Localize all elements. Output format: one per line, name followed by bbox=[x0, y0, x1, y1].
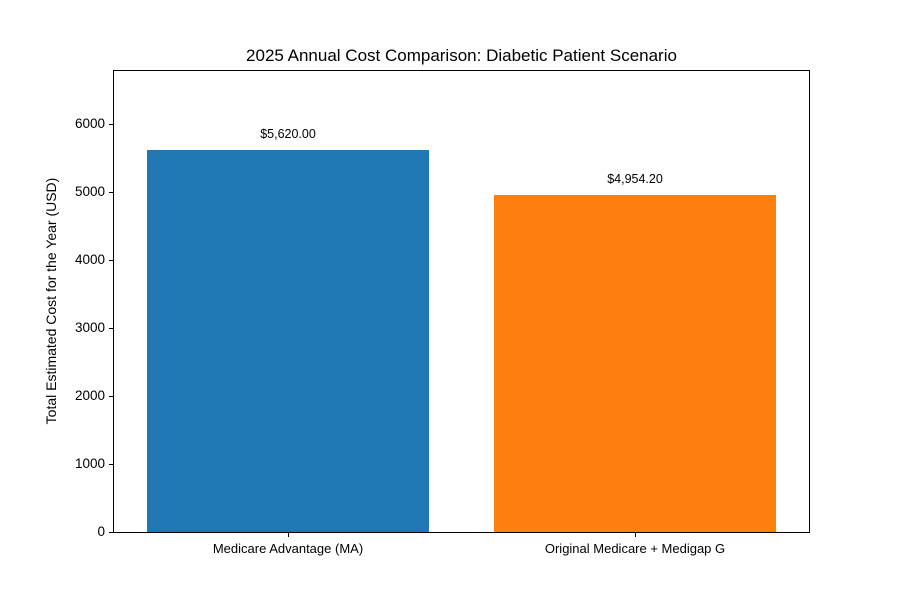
y-tick-mark bbox=[109, 532, 114, 533]
y-tick-mark bbox=[109, 260, 114, 261]
y-tick-mark bbox=[109, 192, 114, 193]
x-tick-label: Original Medicare + Medigap G bbox=[544, 541, 726, 556]
x-tick-mark bbox=[635, 532, 636, 537]
y-tick-label: 6000 bbox=[74, 116, 105, 131]
y-tick-mark bbox=[109, 124, 114, 125]
y-tick-mark bbox=[109, 396, 114, 397]
y-tick-label: 0 bbox=[97, 524, 105, 539]
plot-area: $5,620.00 Medicare Advantage (MA) $4,954.2… bbox=[75, 70, 810, 556]
y-tick-mark bbox=[109, 464, 114, 465]
bar-medigap bbox=[494, 195, 776, 532]
y-tick-label: 3000 bbox=[74, 320, 105, 335]
y-tick-label: 2000 bbox=[74, 388, 105, 403]
y-tick-label: 1000 bbox=[74, 456, 105, 471]
bar-value-label: $4,954.20 bbox=[607, 172, 663, 186]
y-tick-mark bbox=[109, 328, 114, 329]
y-axis-label: Total Estimated Cost for the Year (USD) bbox=[43, 177, 59, 425]
x-tick-label: Medicare Advantage (MA) bbox=[212, 541, 364, 556]
bar-medicare-advantage bbox=[147, 150, 429, 532]
y-tick-label: 5000 bbox=[74, 184, 105, 199]
x-tick-mark bbox=[288, 532, 289, 537]
y-tick-label: 4000 bbox=[74, 252, 105, 267]
chart-title: 2025 Annual Cost Comparison: Diabetic Pa… bbox=[246, 46, 677, 65]
bar-value-label: $5,620.00 bbox=[260, 127, 316, 141]
